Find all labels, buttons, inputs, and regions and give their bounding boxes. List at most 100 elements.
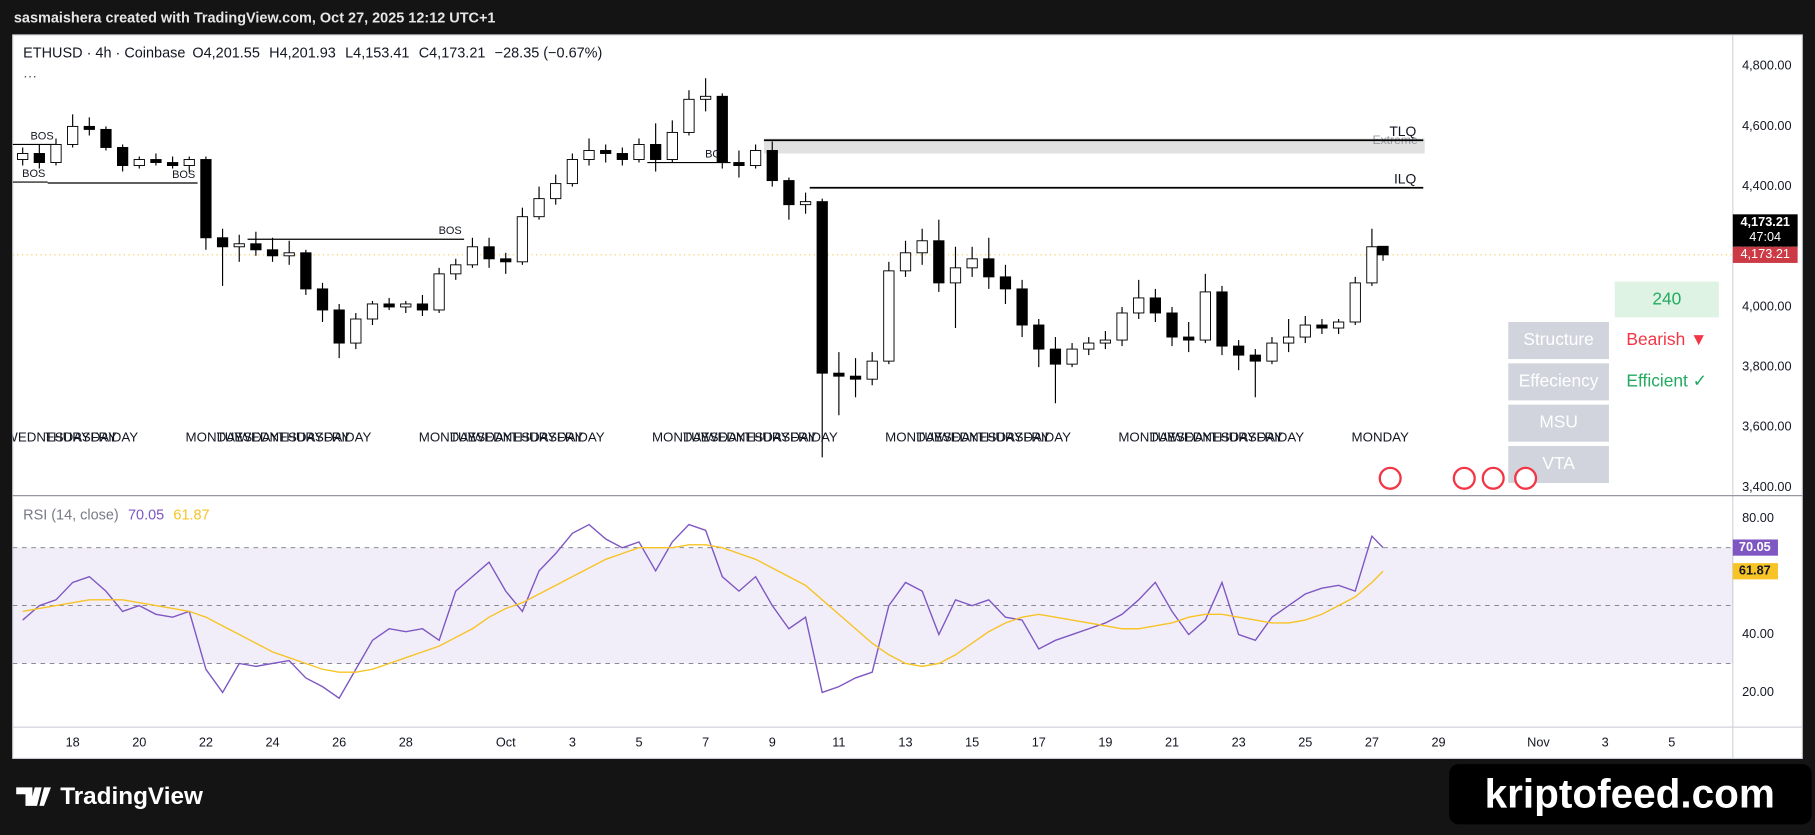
x-tick-label: 20 (132, 735, 146, 750)
candle-body (33, 153, 45, 163)
panel-name: VTA (1542, 453, 1575, 473)
day-label: THURSDAY (745, 429, 817, 444)
rsi-title: RSI (14, close) (23, 507, 119, 523)
x-tick-label: 28 (399, 735, 413, 750)
day-label: MONDAY (419, 429, 477, 444)
top-bar: sasmaishera created with TradingView.com… (14, 11, 496, 27)
candle-body (1116, 312, 1128, 341)
candle-body (516, 216, 529, 263)
panel-status: Efficient ✓ (1626, 370, 1707, 390)
x-tick-label: 5 (635, 735, 642, 750)
day-label: FRIDAY (1256, 429, 1304, 444)
x-tick-label: 24 (265, 735, 279, 750)
rsi-value: 61.87 (173, 507, 209, 523)
candle-body (1149, 297, 1161, 314)
last-price-label: 4,173.21 (1740, 246, 1790, 261)
candle-body (283, 252, 295, 257)
rsi-tag-label: 70.05 (1739, 539, 1771, 554)
candle-body (849, 375, 862, 380)
candle-body (699, 95, 712, 100)
day-label: MONDAY (652, 429, 710, 444)
rsi-line (22, 544, 1384, 673)
candle-body (83, 125, 95, 130)
ohlc-value: 4,153.41 (353, 45, 409, 61)
symbol: ETHUSD · 4h · Coinbase (23, 45, 185, 61)
x-tick-label: 9 (769, 735, 776, 750)
day-label: FRIDAY (557, 429, 605, 444)
rsi-value: 70.05 (128, 507, 164, 523)
rsi-tick-label: 40.00 (1742, 626, 1774, 641)
level-label: BOS (22, 168, 45, 180)
candle-body (383, 303, 395, 308)
rsi-legend: RSI (14, close) 70.05 61.87 (23, 507, 209, 523)
countdown: 47:04 (1749, 229, 1781, 244)
x-tick-label: 15 (965, 735, 979, 750)
event-icon[interactable] (1514, 466, 1538, 490)
candle-body (1282, 336, 1295, 344)
event-icon[interactable] (1452, 466, 1476, 490)
change: −28.35 (−0.67%) (495, 45, 603, 61)
panel-cell (1508, 404, 1609, 442)
x-tick-label: Oct (496, 735, 516, 750)
day-label: FRIDAY (790, 429, 838, 444)
candle-body (266, 249, 279, 257)
candle-body (666, 131, 678, 160)
rsi-line (22, 523, 1384, 700)
x-tick-label: 25 (1298, 735, 1312, 750)
candle-body (183, 159, 195, 166)
candle-body (600, 150, 612, 154)
day-label: THURSDAY (278, 429, 350, 444)
candle-body (1166, 312, 1178, 338)
event-icon[interactable] (1481, 466, 1505, 490)
day-label: THURSDAY (1211, 429, 1283, 444)
candle-body (949, 267, 962, 284)
candle-body (933, 240, 945, 284)
candle-body (716, 95, 728, 163)
y-tick-label: 4,800.00 (1742, 58, 1792, 73)
ohlc-key: O (192, 45, 203, 61)
day-label: MONDAY (1118, 429, 1176, 444)
candle-body (133, 159, 145, 166)
y-tick-label: 4,400.00 (1742, 178, 1792, 193)
candle-body (1016, 288, 1028, 326)
brand: TradingView (60, 783, 203, 810)
day-label: TUESDAY (450, 429, 512, 444)
day-label: WEDNESDAY (1171, 429, 1256, 444)
x-tick-label: 23 (1232, 735, 1246, 750)
candle-body (833, 372, 845, 377)
candle-body (100, 128, 112, 148)
candle-body (566, 159, 578, 185)
rsi-tag-label: 61.87 (1739, 563, 1771, 578)
candle-body (300, 252, 312, 290)
x-tick-label: 22 (199, 735, 213, 750)
ohlc-value: 4,173.21 (429, 45, 485, 61)
candle-body (400, 303, 412, 308)
candle-body (200, 159, 212, 239)
candle-body (916, 240, 928, 254)
day-label: TUESDAY (217, 429, 279, 444)
x-tick-label: 13 (898, 735, 912, 750)
timeframe-box (1614, 281, 1719, 318)
x-tick-label: 3 (1602, 735, 1609, 750)
level-label: BOS (30, 130, 53, 142)
candle-body (1249, 354, 1261, 362)
ohlc-key: C (419, 45, 429, 61)
candle-body (733, 162, 745, 166)
extreme-zone (763, 138, 1425, 154)
candle-body (883, 270, 895, 362)
day-label: FRIDAY (1023, 429, 1071, 444)
x-tick-label: 7 (702, 735, 709, 750)
y-tick-label: 3,800.00 (1742, 359, 1792, 374)
x-tick-label: 3 (569, 735, 576, 750)
event-icon[interactable] (1378, 466, 1402, 490)
candle-body (1299, 324, 1311, 338)
day-label: MONDAY (186, 429, 244, 444)
candle-body (1332, 321, 1345, 329)
x-tick-label: 18 (66, 735, 80, 750)
candle-body (316, 288, 329, 311)
ohlc-value: 4,201.55 (204, 45, 260, 61)
candle-body (1133, 297, 1145, 314)
x-tick-label: 5 (1668, 735, 1675, 750)
more[interactable]: ··· (23, 67, 37, 83)
candle-body (866, 360, 878, 380)
